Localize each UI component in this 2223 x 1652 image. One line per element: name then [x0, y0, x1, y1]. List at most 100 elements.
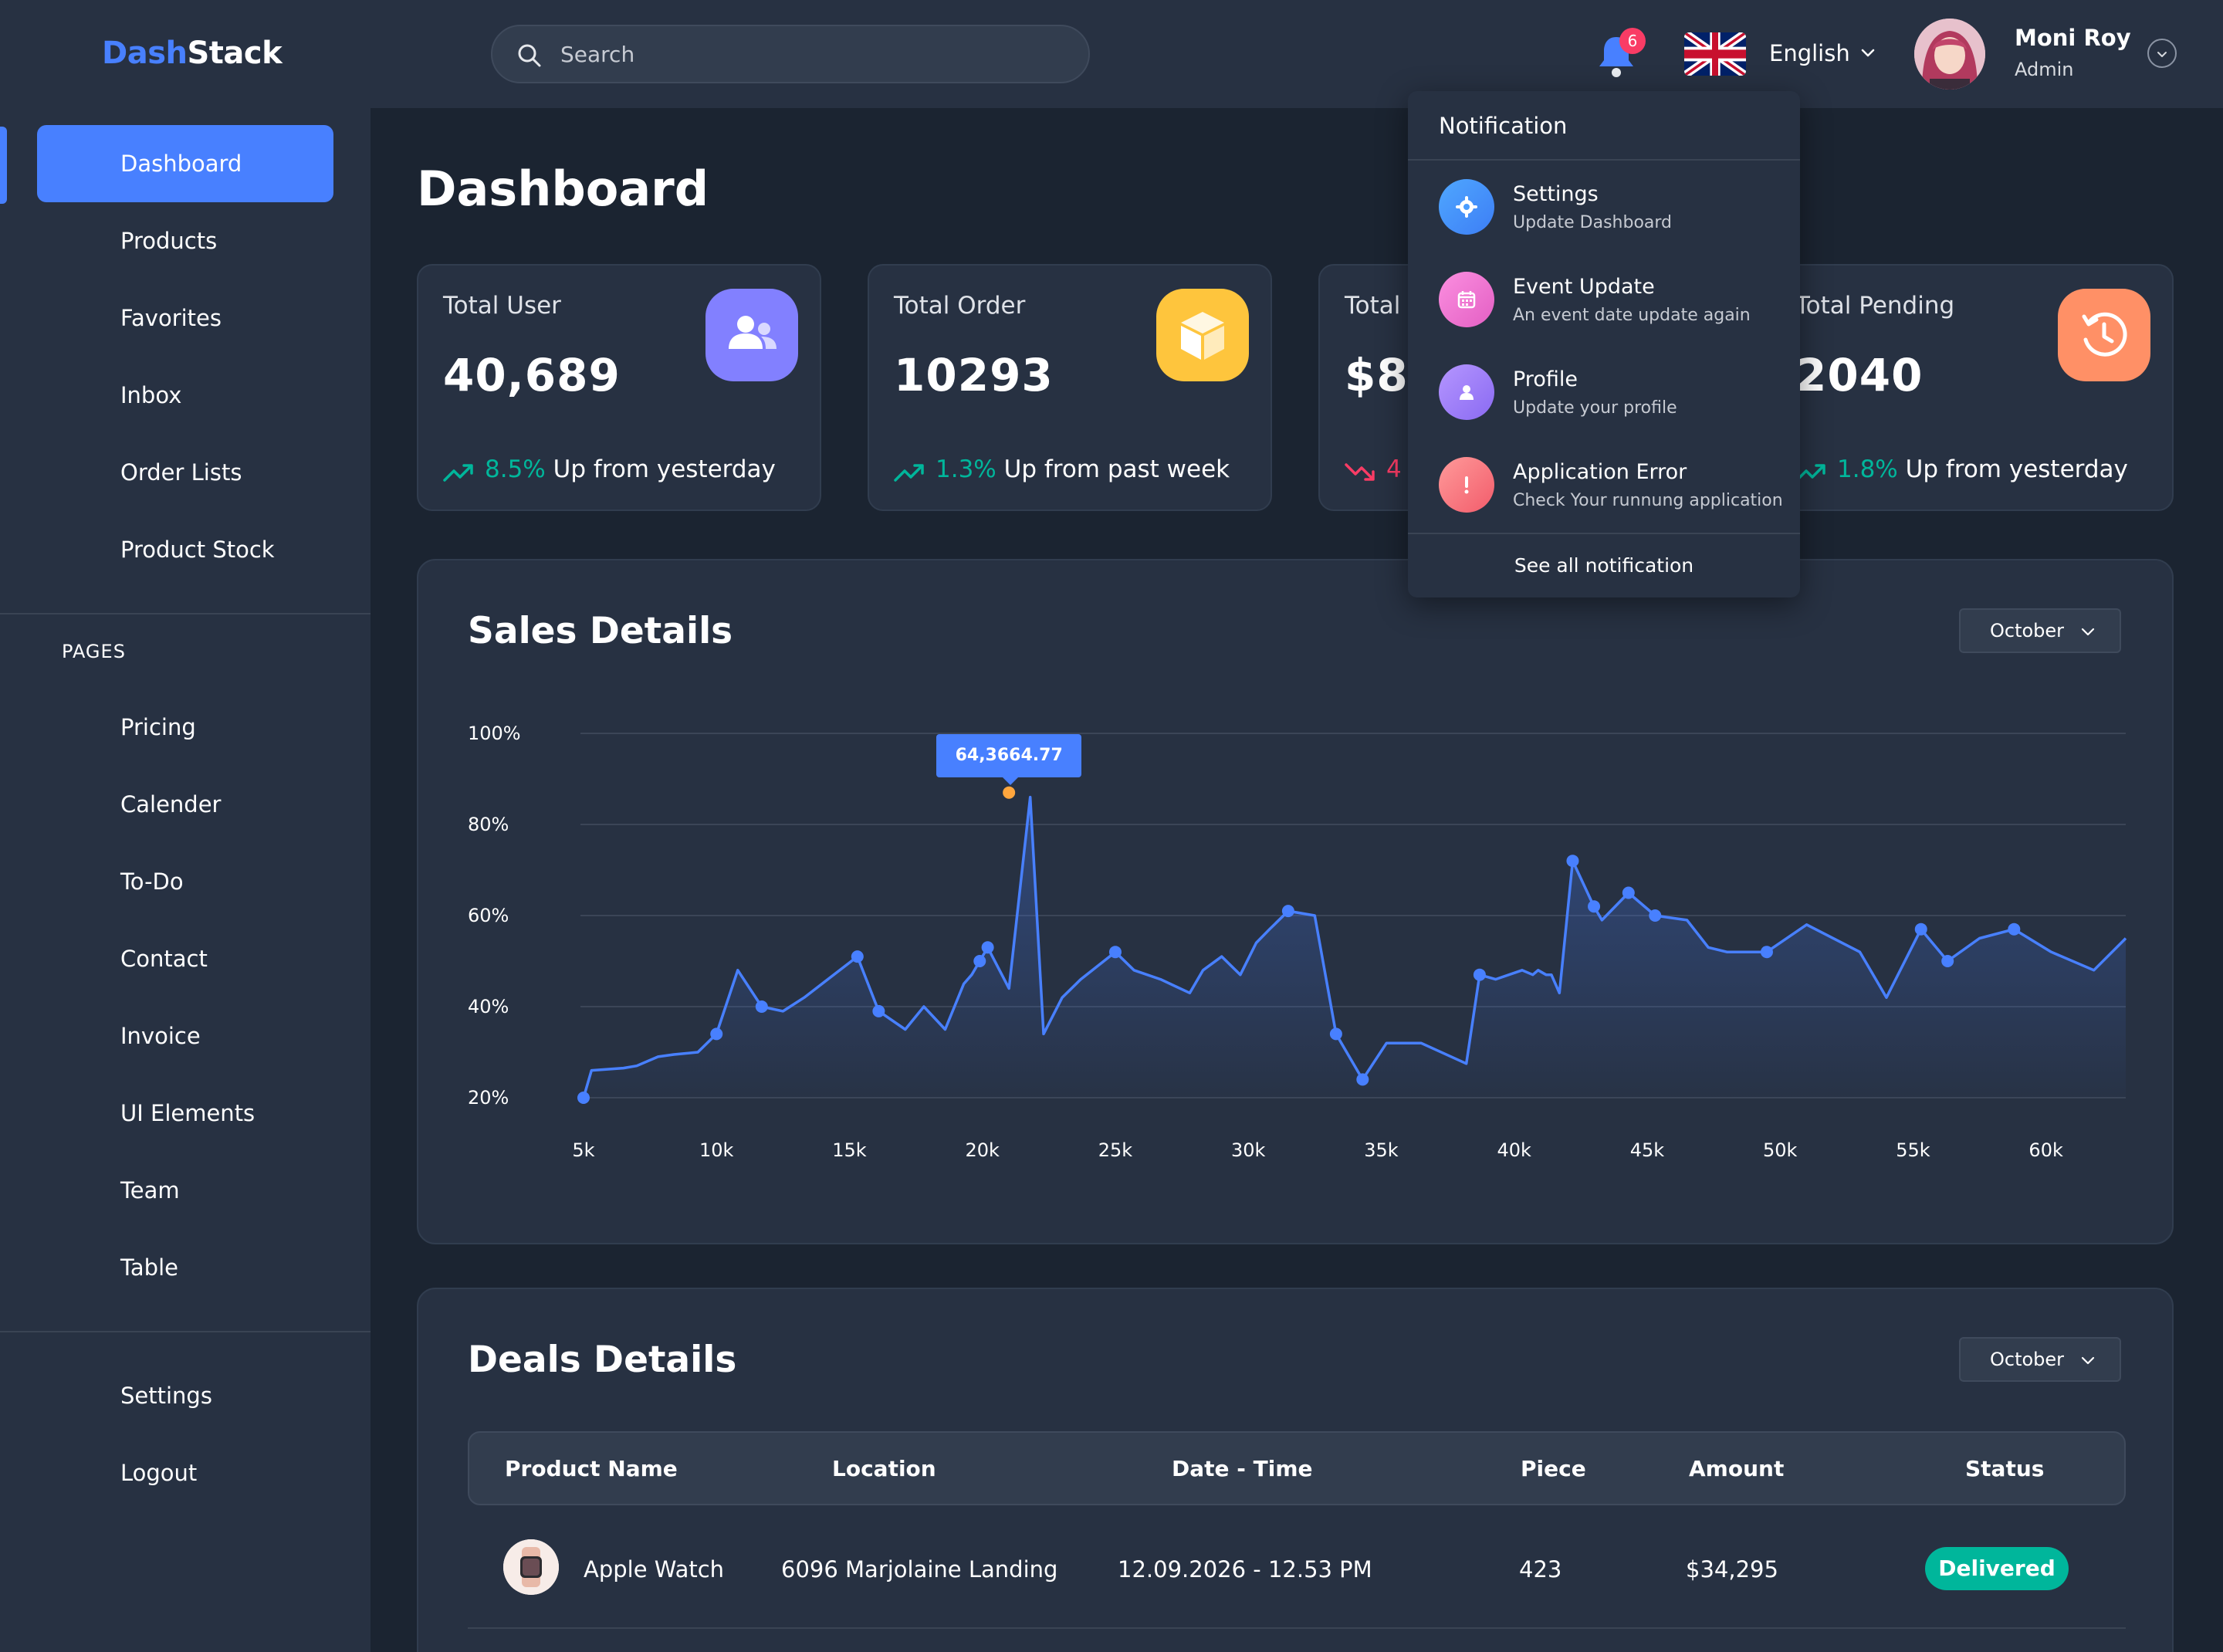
x-tick-label: 25k — [1098, 1139, 1133, 1161]
sidebar-item-team[interactable]: Team — [120, 1177, 180, 1203]
card-label: Total Pending — [1795, 292, 1955, 320]
notification-count-badge: 6 — [1619, 28, 1646, 54]
sidebar-item-settings[interactable]: Settings — [120, 1383, 212, 1409]
data-point — [872, 1004, 885, 1017]
uk-flag-icon[interactable] — [1684, 32, 1746, 76]
data-point — [851, 950, 864, 963]
sales-chart: 100% 80% 60% 40% 20% 5k 10k 15k 20k 25k 30k 35k 40k 4… — [468, 723, 2127, 1161]
sidebar-item-table[interactable]: Table — [120, 1254, 178, 1281]
alert-icon — [1439, 457, 1494, 513]
sidebar-item-inbox[interactable]: Inbox — [120, 382, 182, 408]
sidebar-item-invoice[interactable]: Invoice — [120, 1023, 201, 1049]
data-point — [1329, 1027, 1342, 1041]
sales-month-dropdown[interactable]: October — [1959, 608, 2121, 653]
highlight-point — [1001, 784, 1017, 801]
x-tick-label: 15k — [832, 1139, 867, 1161]
series-area — [584, 797, 2126, 1098]
product-image — [503, 1539, 559, 1595]
data-point — [1356, 1073, 1369, 1086]
data-point — [710, 1027, 723, 1041]
users-icon — [705, 289, 798, 381]
sidebar-item-favorites[interactable]: Favorites — [120, 305, 222, 331]
search-input[interactable] — [560, 26, 1070, 82]
chart-tooltip: 64,3664.77 — [936, 733, 1082, 785]
sidebar-item-logout[interactable]: Logout — [120, 1460, 198, 1486]
notification-divider — [1408, 533, 1800, 534]
y-tick-label: 20% — [468, 1087, 509, 1109]
brand-logo[interactable]: DashStack — [102, 36, 283, 71]
column-header-product[interactable]: Product Name — [505, 1456, 678, 1481]
product-piece: 423 — [1519, 1556, 1562, 1583]
chevron-down-icon[interactable] — [1859, 43, 1877, 62]
data-point — [981, 941, 994, 954]
data-point — [1281, 905, 1294, 918]
chevron-down-icon — [2081, 1356, 2095, 1365]
data-point — [1566, 855, 1579, 868]
card-value: 2040 — [1795, 349, 1924, 401]
see-all-notifications-link[interactable]: See all notification — [1514, 554, 1694, 577]
sidebar-item-order-lists[interactable]: Order Lists — [120, 459, 242, 486]
column-header-datetime[interactable]: Date - Time — [1172, 1456, 1313, 1481]
column-header-amount[interactable]: Amount — [1689, 1456, 1785, 1481]
sales-details-panel: Sales Details October 100% 80% 60% 40% 20% 5k… — [417, 559, 2174, 1244]
x-tick-label: 50k — [1763, 1139, 1798, 1161]
sidebar-item-todo[interactable]: To-Do — [120, 868, 184, 895]
column-header-location[interactable]: Location — [832, 1456, 936, 1481]
product-datetime: 12.09.2026 - 12.53 PM — [1118, 1556, 1372, 1583]
sidebar-item-product-stock[interactable]: Product Stock — [120, 537, 275, 563]
product-name: Apple Watch — [584, 1556, 725, 1583]
data-point — [2008, 922, 2021, 936]
card-trend: 1.3% Up from past week — [894, 455, 1230, 483]
column-header-status[interactable]: Status — [1965, 1456, 2045, 1481]
notification-heading: Notification — [1439, 113, 1568, 139]
x-tick-label: 45k — [1630, 1139, 1665, 1161]
product-amount: $34,295 — [1686, 1556, 1778, 1583]
data-point — [1473, 968, 1486, 981]
sidebar-item-calender[interactable]: Calender — [120, 791, 222, 818]
data-point — [1588, 900, 1601, 913]
search-bar — [491, 25, 1090, 83]
stat-card-total-user: Total User 40,689 8.5% Up from yesterday — [417, 264, 821, 511]
x-tick-label: 55k — [1896, 1139, 1930, 1161]
active-indicator — [0, 127, 7, 204]
card-label: Total — [1345, 292, 1401, 320]
sidebar-item-dashboard[interactable]: Dashboard — [37, 125, 333, 202]
page-title: Dashboard — [417, 161, 709, 217]
card-value: 10293 — [894, 349, 1054, 401]
avatar[interactable] — [1914, 19, 1985, 90]
data-point — [1914, 922, 1927, 936]
user-icon — [1439, 364, 1494, 420]
sidebar-item-ui-elements[interactable]: UI Elements — [120, 1100, 255, 1126]
language-selector[interactable]: English — [1769, 40, 1850, 66]
data-point — [1108, 946, 1122, 959]
column-header-piece[interactable]: Piece — [1521, 1456, 1586, 1481]
sidebar-item-products[interactable]: Products — [120, 228, 218, 254]
series-line — [582, 795, 2127, 1099]
deals-month-dropdown[interactable]: October — [1959, 1337, 2121, 1382]
deals-details-panel: Deals Details October Product Name Locat… — [417, 1288, 2174, 1652]
notification-divider — [1408, 159, 1800, 161]
calendar-icon — [1439, 272, 1494, 327]
y-tick-label: 80% — [468, 814, 509, 835]
row-divider — [468, 1627, 2126, 1629]
user-name: Moni Roy — [2015, 25, 2131, 51]
y-tick-label: 60% — [468, 905, 509, 926]
sidebar-item-pricing[interactable]: Pricing — [120, 714, 196, 740]
profile-menu-button[interactable] — [2147, 39, 2177, 68]
history-icon — [2058, 289, 2150, 381]
y-tick-label: 100% — [468, 723, 521, 744]
card-label: Total Order — [894, 292, 1026, 320]
card-value: 40,689 — [443, 349, 621, 401]
x-tick-label: 20k — [966, 1139, 1000, 1161]
data-point — [577, 1092, 590, 1104]
trend-down-icon — [1345, 463, 1375, 481]
data-point — [1649, 909, 1662, 922]
status-badge: Delivered — [1925, 1547, 2069, 1590]
stat-card-total-pending: Total Pending 2040 1.8% Up from yesterda… — [1769, 264, 2174, 511]
trend-up-icon — [894, 464, 924, 482]
sidebar: Dashboard Products Favorites Inbox Order… — [0, 108, 370, 1652]
user-avatar-image — [1914, 19, 1985, 90]
sidebar-item-contact[interactable]: Contact — [120, 946, 208, 972]
data-point — [973, 955, 986, 967]
data-point — [1941, 955, 1954, 967]
